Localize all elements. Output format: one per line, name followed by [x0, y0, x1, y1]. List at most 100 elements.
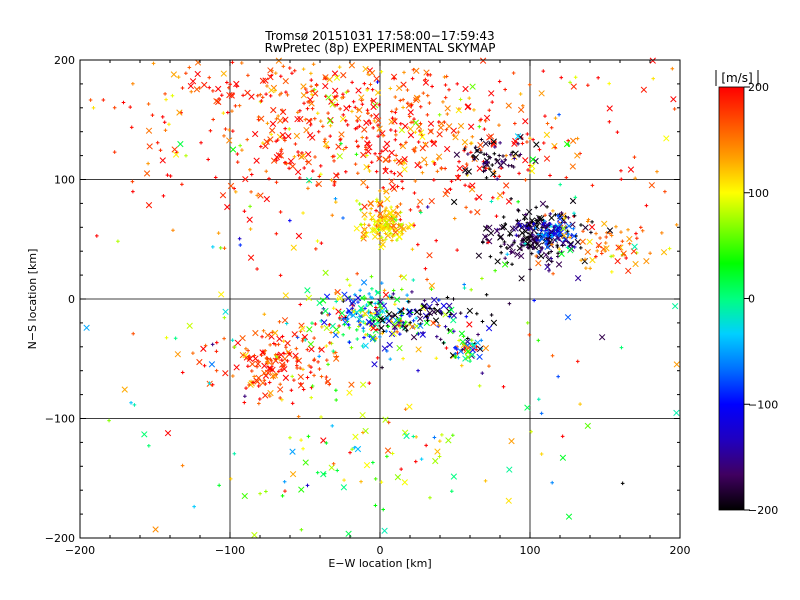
data-point-plus	[298, 302, 303, 307]
data-point-plus	[344, 90, 349, 95]
data-point-cross	[562, 236, 570, 243]
data-point-cross	[574, 238, 581, 246]
data-point-cross	[407, 132, 415, 139]
data-point-plus	[274, 180, 279, 185]
data-point-cross	[564, 314, 572, 321]
data-point-cross	[262, 142, 269, 150]
y-tick-label: 200	[54, 54, 75, 67]
data-point-plus	[399, 313, 404, 318]
data-point-plus	[164, 335, 169, 340]
data-point-plus	[369, 206, 374, 211]
data-point-cross	[254, 360, 262, 368]
data-point-plus	[305, 375, 310, 380]
data-point-cross	[532, 238, 540, 245]
colorbar-tick-label: 0	[748, 293, 755, 306]
data-point-plus	[243, 394, 247, 398]
data-point-cross	[431, 296, 438, 304]
data-point-cross	[450, 312, 458, 319]
data-point-cross	[469, 83, 476, 90]
data-point-cross	[428, 197, 435, 205]
data-point-cross	[476, 345, 484, 353]
data-point-plus	[548, 173, 552, 178]
data-point-plus	[477, 384, 482, 388]
data-point-plus	[444, 74, 449, 79]
data-point-plus	[620, 239, 625, 244]
data-point-cross	[322, 82, 329, 90]
data-point-plus	[294, 346, 299, 351]
data-point-plus	[274, 231, 279, 236]
data-point-cross	[423, 319, 430, 327]
data-point-plus	[160, 115, 165, 119]
data-point-plus	[660, 231, 664, 235]
data-point-plus	[516, 199, 520, 204]
data-point-cross	[567, 247, 574, 254]
data-point-cross	[366, 300, 374, 308]
data-point-cross	[354, 294, 362, 302]
data-point-plus	[359, 223, 364, 227]
data-point-plus	[322, 471, 327, 476]
data-point-plus	[317, 346, 322, 351]
data-point-plus	[453, 351, 458, 356]
data-point-plus	[572, 211, 576, 216]
data-point-plus	[552, 225, 556, 229]
data-point-cross	[338, 309, 346, 317]
data-point-plus	[400, 179, 404, 184]
data-point-plus	[319, 172, 323, 177]
data-point-plus	[359, 222, 363, 227]
data-point-cross	[261, 362, 268, 369]
data-point-plus	[265, 84, 269, 88]
data-point-cross	[384, 222, 392, 229]
data-point-plus	[324, 380, 329, 384]
data-point-plus	[268, 394, 272, 398]
data-point-plus	[529, 429, 533, 434]
data-point-cross	[143, 170, 151, 177]
data-point-plus	[252, 353, 257, 358]
data-point-cross	[570, 83, 577, 90]
data-point-plus	[276, 369, 281, 374]
data-point-cross	[560, 232, 568, 239]
data-point-plus	[230, 338, 235, 342]
data-point-plus	[199, 140, 203, 145]
data-point-plus	[329, 178, 334, 182]
data-point-cross	[284, 340, 291, 347]
data-point-plus	[357, 202, 362, 206]
data-point-cross	[215, 98, 222, 106]
data-point-plus	[289, 388, 294, 393]
data-point-cross	[285, 133, 292, 140]
data-point-plus	[267, 176, 271, 181]
data-point-cross	[534, 218, 542, 225]
data-point-cross	[617, 244, 624, 251]
chart-subtitle: RwPretec (8p) EXPERIMENTAL SKYMAP	[265, 41, 496, 55]
data-point-plus	[541, 141, 546, 145]
data-point-plus	[546, 262, 551, 267]
data-point-plus	[385, 349, 389, 353]
data-point-plus	[274, 357, 278, 361]
data-point-cross	[271, 372, 279, 379]
data-point-plus	[184, 71, 188, 76]
data-point-plus	[132, 403, 137, 407]
data-point-cross	[335, 143, 342, 150]
data-point-plus	[479, 338, 484, 343]
data-point-plus	[572, 245, 577, 249]
data-point-plus	[379, 281, 384, 285]
data-point-cross	[475, 252, 483, 259]
data-point-plus	[248, 167, 252, 172]
data-point-plus	[503, 87, 507, 92]
data-point-cross	[323, 324, 330, 332]
data-point-plus	[556, 374, 560, 379]
y-tick-label: 0	[68, 293, 75, 306]
data-point-cross	[435, 153, 443, 160]
data-point-cross	[410, 334, 418, 341]
data-point-plus	[312, 336, 316, 340]
data-point-plus	[531, 137, 535, 142]
data-point-cross	[442, 190, 449, 198]
data-point-plus	[316, 129, 321, 134]
data-point-plus	[398, 98, 403, 103]
data-point-cross	[402, 122, 409, 130]
data-point-plus	[368, 82, 373, 87]
data-point-plus	[359, 479, 363, 484]
data-point-cross	[434, 307, 441, 315]
data-point-plus	[180, 463, 185, 468]
data-point-plus	[336, 330, 340, 335]
data-point-plus	[538, 238, 543, 242]
